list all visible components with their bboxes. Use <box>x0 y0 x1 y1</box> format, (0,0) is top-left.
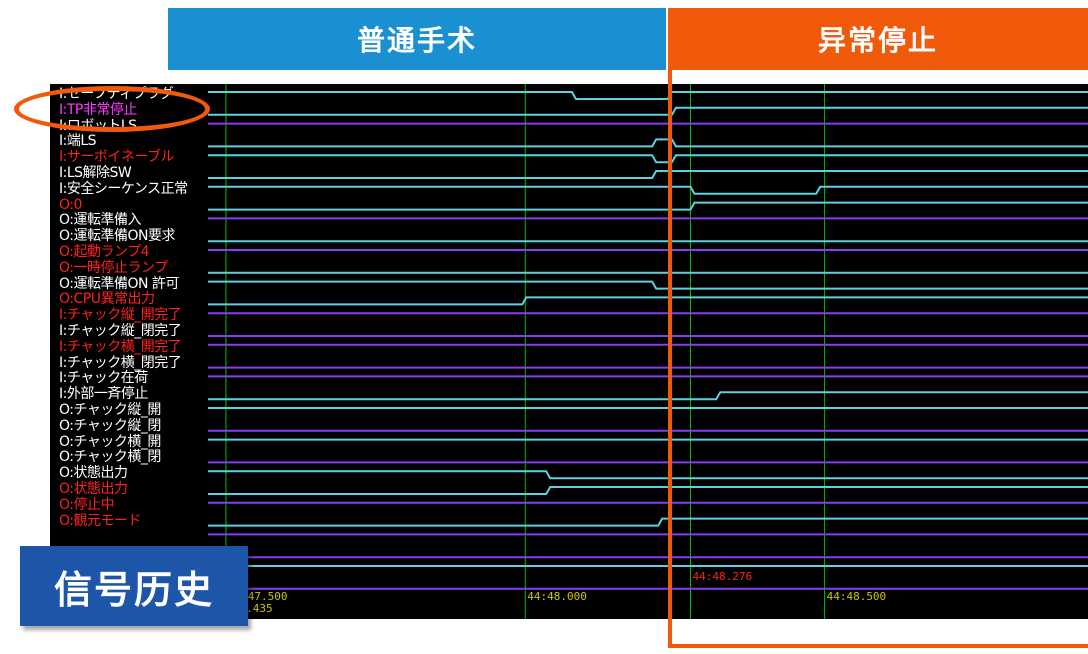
signal-label[interactable]: O:チャック縦_開 <box>59 402 161 418</box>
normal-operation-label: 普通手术 <box>356 24 477 57</box>
signal-trace-26 <box>208 486 1088 495</box>
time-tick-label: 44:48.000 <box>527 590 587 603</box>
signal-label[interactable]: O:観元モード <box>59 512 142 529</box>
signal-label[interactable]: I:チャック縦_開完了 <box>59 307 182 324</box>
signal-label[interactable]: I:LS解除SW <box>59 165 132 181</box>
signal-trace-20 <box>208 391 1088 401</box>
abnormal-stop-label: 异常停止 <box>817 24 938 57</box>
signal-label[interactable]: I:チャック縦_閉完了 <box>59 323 182 339</box>
signal-trace-7 <box>208 185 1088 195</box>
signal-label[interactable]: I:チャック在荷 <box>59 370 148 387</box>
signal-label[interactable]: O:CPU異常出力 <box>59 291 155 308</box>
signal-trace-28 <box>208 517 1088 527</box>
signal-trace-2 <box>208 106 1088 116</box>
signal-label[interactable]: O:チャック横_開 <box>59 433 161 450</box>
signal-traces <box>208 84 1088 619</box>
signal-label[interactable]: O:運転準備ON要求 <box>59 228 175 245</box>
signal-trace-8 <box>208 201 1088 211</box>
signal-label[interactable]: I:チャック横_閉完了 <box>59 354 182 371</box>
signal-label[interactable]: O:状態出力 <box>59 465 128 482</box>
signal-label[interactable]: O:起動ランプ4 <box>59 244 149 260</box>
signal-label[interactable]: O:停止中 <box>59 496 115 513</box>
signal-label[interactable]: I:サーボイネーブル <box>59 149 175 166</box>
time-tick-label: 44:48.276 <box>692 570 753 583</box>
signal-trace-6 <box>208 170 1088 179</box>
signal-label[interactable]: I:TP非常停止 <box>59 101 137 118</box>
signal-trace-4 <box>208 138 1088 148</box>
signal-label[interactable]: O:チャック横_閉 <box>59 449 161 466</box>
signal-label[interactable]: O:運転準備入 <box>59 212 142 229</box>
signal-history-chart[interactable]: I:セーフティプラグ I:TP非常停止 I:ロボットLS I:端LS I:サーボイネーブ… <box>50 84 1088 619</box>
signal-label[interactable]: O:チャック縦_閉 <box>59 417 161 434</box>
signal-label[interactable]: I:セーフティプラグ <box>59 86 174 102</box>
signal-label[interactable]: O:状態出力 <box>59 481 128 497</box>
signal-label[interactable]: I:外部一斉停止 <box>59 386 148 403</box>
signal-label[interactable]: I:安全シーケンス正常 <box>59 180 188 197</box>
abnormal-stop-banner: 异常停止 <box>668 8 1088 70</box>
signal-trace-13 <box>208 280 1088 290</box>
signal-label[interactable]: O:運転準備ON 許可 <box>59 275 179 292</box>
normal-operation-banner: 普通手术 <box>168 8 666 70</box>
signal-trace-5 <box>208 154 1088 164</box>
signal-label[interactable]: O:0 <box>59 196 82 213</box>
signal-trace-14 <box>208 296 1088 306</box>
signal-label[interactable]: I:チャック横_開完了 <box>59 338 182 355</box>
signal-label[interactable]: O:一時停止ランプ <box>59 259 168 276</box>
signal-history-label: 信号历史 <box>20 546 248 626</box>
signal-label[interactable]: I:ロボットLS <box>59 117 137 134</box>
signal-trace-25 <box>208 470 1088 480</box>
signal-trace-1 <box>208 91 1088 100</box>
signal-label[interactable]: I:端LS <box>59 133 97 150</box>
time-tick-label: 44:48.500 <box>826 590 887 603</box>
